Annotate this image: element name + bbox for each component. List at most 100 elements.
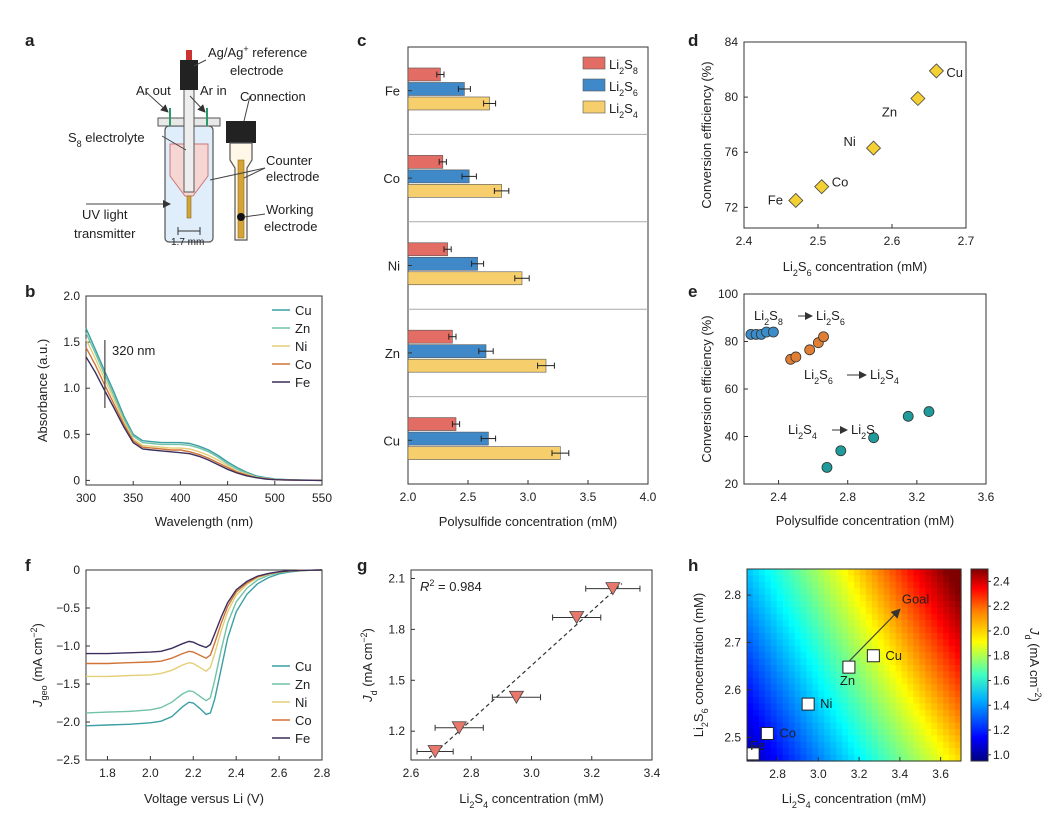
heatmap-cell	[764, 626, 772, 634]
heatmap-cell	[806, 709, 813, 717]
heatmap-cell	[913, 594, 920, 602]
heatmap-cell	[865, 671, 873, 679]
heatmap-cell	[788, 754, 796, 762]
heatmap-cell	[889, 671, 897, 679]
heatmap-cell	[788, 722, 796, 730]
heatmap-cell	[865, 633, 873, 640]
heatmap-cell	[895, 671, 903, 679]
group-label-to: Li2S	[851, 422, 875, 441]
heatmap-cell	[848, 652, 855, 660]
heatmap-cell	[770, 645, 778, 653]
heatmap-cell	[877, 665, 885, 672]
heatmap-cell	[895, 665, 903, 672]
heatmap-cell	[907, 652, 915, 660]
heatmap-cell	[818, 709, 825, 717]
heatmap-cell	[752, 613, 760, 621]
heatmap-cell	[865, 620, 873, 628]
label-part: Li	[459, 791, 469, 806]
heatmap-cell	[758, 633, 766, 640]
heatmap-cell	[913, 697, 920, 704]
data-point-fe	[788, 192, 804, 209]
heatmap-cell	[782, 607, 790, 615]
heatmap-cell	[770, 569, 778, 576]
heatmap-cell	[901, 575, 909, 583]
heatmap-cell	[747, 613, 754, 621]
heatmap-cell	[842, 626, 849, 634]
heatmap-cell	[925, 594, 932, 602]
heatmap-cell	[883, 601, 891, 608]
heatmap-cell	[931, 626, 938, 634]
heatmap-cell	[782, 652, 790, 660]
category-label-co: Co	[383, 171, 400, 186]
data-point	[451, 721, 467, 735]
heatmap-cell	[788, 594, 796, 602]
heatmap-cell	[764, 601, 772, 608]
label-part: 2	[798, 431, 803, 441]
heatmap-cell	[955, 607, 962, 615]
heatmap-cell	[800, 645, 808, 653]
plot-frame	[743, 41, 967, 229]
heatmap-cell	[788, 613, 796, 621]
heatmap-cell	[931, 684, 938, 692]
heatmap-cell	[883, 569, 891, 576]
heatmap-cell	[776, 620, 784, 628]
heatmap-cell	[877, 716, 885, 724]
heatmap-cell	[782, 581, 790, 589]
working-label-1: Working	[266, 202, 313, 217]
heatmap-cell	[937, 748, 944, 756]
heatmap-cell	[943, 697, 950, 704]
heatmap-cell	[901, 748, 909, 756]
heatmap-cell	[776, 709, 784, 717]
heatmap-cell	[901, 697, 909, 704]
heatmap-cell	[812, 684, 819, 692]
heatmap-cell	[937, 658, 944, 666]
heatmap-cell	[824, 613, 831, 621]
heatmap-cell	[895, 690, 903, 698]
heatmap-cell	[925, 754, 932, 762]
heatmap-cell	[758, 626, 766, 634]
heatmap-cell	[848, 697, 855, 704]
label-part: S	[624, 57, 633, 72]
heatmap-cell	[824, 709, 831, 717]
heatmap-cell	[824, 703, 831, 711]
heatmap-cell	[859, 697, 867, 704]
panel-c-bar-chart: 2.0 2.5 3.0 3.5 4.0FeCoNiZnCuLi2S8Li2S6Li2S4…	[383, 46, 657, 529]
y-tick-label: −2.5	[56, 753, 80, 767]
label-part: S	[797, 791, 806, 806]
heatmap-cell	[764, 754, 772, 762]
heatmap-cell	[747, 645, 754, 653]
heatmap-cell	[925, 613, 932, 621]
heatmap-cell	[877, 607, 885, 615]
label-part: concentration (mM)	[691, 593, 706, 709]
heatmap-cell	[752, 735, 760, 743]
heatmap-cell	[806, 735, 813, 743]
heatmap-cell	[794, 671, 802, 679]
legend-swatch	[582, 56, 606, 70]
heatmap-cell	[830, 716, 837, 724]
heatmap-cell	[895, 735, 903, 743]
y-tick-label: 80	[725, 90, 739, 104]
heatmap-cell	[854, 703, 861, 711]
heatmap-cell	[764, 690, 772, 698]
heatmap-cell	[865, 716, 873, 724]
point-label-ni: Ni	[844, 134, 856, 149]
heatmap-cell	[836, 613, 843, 621]
heatmap-cell	[776, 690, 784, 698]
heatmap-cell	[859, 639, 867, 647]
heatmap-cell	[955, 633, 962, 640]
heatmap-cell	[913, 639, 920, 647]
legend-label-zn: Zn	[295, 677, 310, 692]
heatmap-cell	[877, 575, 885, 583]
heatmap-cell	[752, 588, 760, 596]
heatmap-cell	[877, 690, 885, 698]
heatmap-cell	[925, 703, 932, 711]
heatmap-cell	[913, 569, 920, 576]
heatmap-cell	[758, 716, 766, 724]
electrochemical-cell-schematic: Ag/Ag+ reference electrode Ar out Ar in …	[68, 44, 319, 248]
heatmap-cell	[877, 652, 885, 660]
heatmap-cell	[818, 754, 825, 762]
heatmap-cell	[824, 594, 831, 602]
heatmap-cell	[836, 581, 843, 589]
heatmap-cell	[782, 677, 790, 685]
